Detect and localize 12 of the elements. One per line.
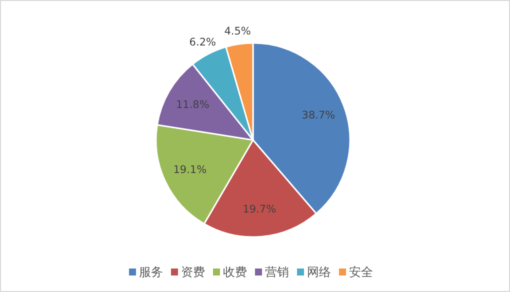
legend-label: 网络 bbox=[307, 265, 331, 279]
data-label: 4.5% bbox=[224, 25, 251, 38]
data-label: 19.1% bbox=[173, 164, 207, 176]
legend-label: 资费 bbox=[181, 265, 205, 279]
data-label: 38.7% bbox=[302, 110, 336, 122]
data-label: 11.8% bbox=[176, 98, 210, 111]
legend-label: 收费 bbox=[223, 265, 247, 279]
data-label: 19.7% bbox=[242, 204, 276, 216]
data-label: 6.2% bbox=[189, 36, 216, 49]
legend-label: 服务 bbox=[139, 265, 163, 279]
legend-label: 营销 bbox=[265, 265, 289, 279]
legend-label: 安全 bbox=[349, 265, 373, 279]
